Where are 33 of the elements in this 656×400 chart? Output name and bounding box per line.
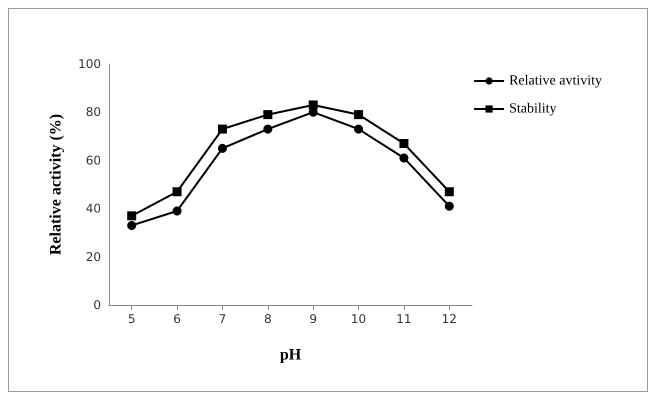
y-tick-label: 100 bbox=[78, 57, 101, 71]
y-tick-label: 20 bbox=[86, 250, 101, 264]
x-tick-label: 9 bbox=[309, 312, 318, 326]
y-tick-label: 40 bbox=[86, 202, 101, 216]
x-tick-label: 12 bbox=[442, 312, 457, 326]
point bbox=[354, 110, 364, 120]
x-tick-label: 7 bbox=[218, 312, 226, 326]
y-tick-label: 80 bbox=[86, 105, 101, 120]
y-tick-label: 0 bbox=[93, 298, 101, 312]
point bbox=[263, 110, 272, 120]
point bbox=[172, 206, 182, 216]
point bbox=[127, 220, 136, 230]
point bbox=[399, 139, 408, 148]
legend-label: Relative avtivity bbox=[509, 74, 602, 88]
x-tick-label: 5 bbox=[128, 312, 136, 326]
legend-label: Stability bbox=[509, 102, 557, 116]
x-tick-label: 8 bbox=[264, 312, 272, 326]
point bbox=[218, 144, 227, 153]
x-tick-label: 6 bbox=[173, 312, 181, 326]
y-axis-title: Relative activity (%) bbox=[48, 114, 64, 256]
point bbox=[263, 124, 272, 134]
point bbox=[399, 153, 408, 162]
x-tick-label: 11 bbox=[396, 312, 412, 326]
point bbox=[444, 202, 454, 211]
x-tick-label: 10 bbox=[350, 312, 366, 326]
y-tick-label: 60 bbox=[86, 153, 101, 168]
point bbox=[172, 187, 182, 196]
point bbox=[127, 211, 136, 220]
point bbox=[308, 100, 318, 110]
x-axis-title: pH bbox=[280, 346, 302, 364]
point bbox=[218, 124, 227, 134]
point bbox=[354, 124, 364, 134]
point bbox=[444, 187, 454, 196]
